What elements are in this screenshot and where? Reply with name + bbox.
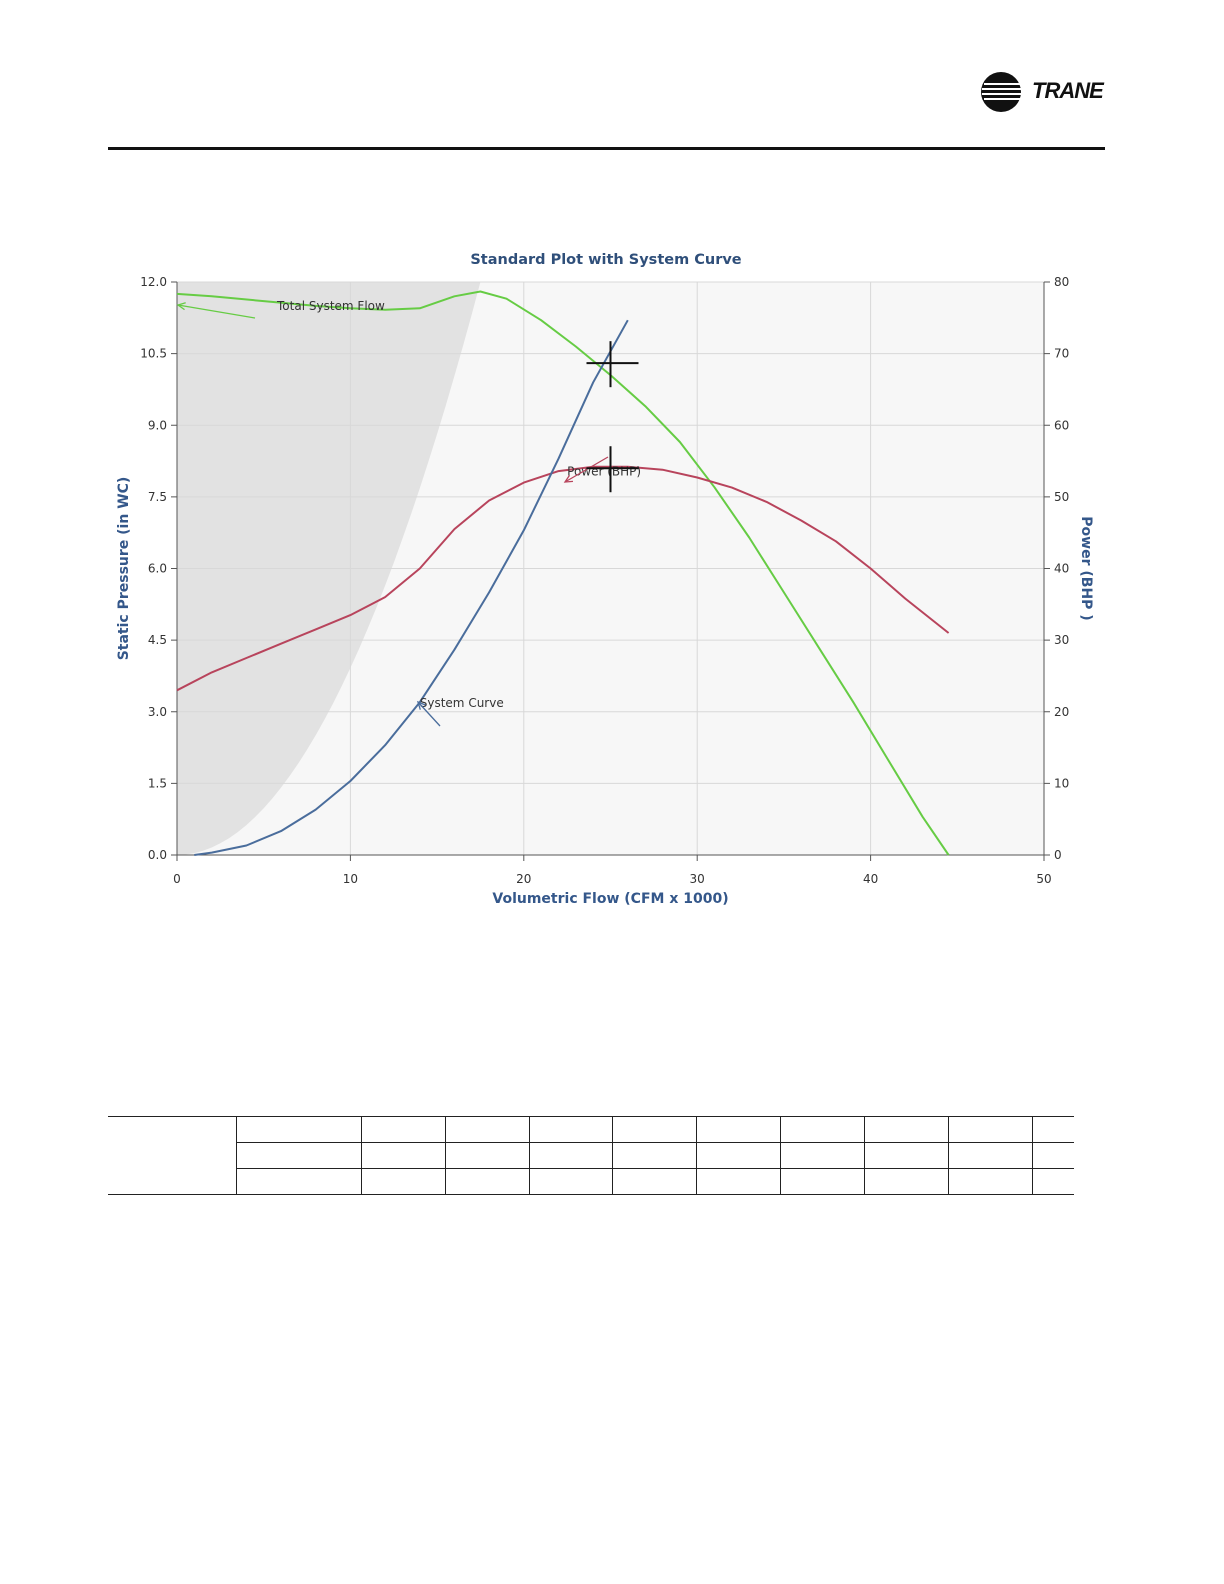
y-tick-label: 0.0	[148, 848, 167, 862]
y-tick-label: 10.5	[140, 347, 167, 361]
y-tick-label: 4.5	[148, 633, 167, 647]
y2-tick-label: 60	[1054, 418, 1069, 432]
table-cell	[1031, 1142, 1074, 1169]
table-cell	[863, 1168, 949, 1195]
data-table	[108, 1116, 1074, 1195]
table-cell	[612, 1168, 697, 1195]
x-tick-label: 40	[863, 872, 878, 886]
table-cell	[236, 1168, 362, 1195]
table-cell	[947, 1116, 1032, 1143]
y2-tick-label: 20	[1054, 705, 1069, 719]
table-cell	[1031, 1168, 1074, 1195]
y-axis-title: Static Pressure (in WC)	[116, 477, 132, 661]
table-cell	[361, 1142, 446, 1169]
table-row-header	[108, 1116, 237, 1195]
x-tick-label: 10	[343, 872, 358, 886]
y2-axis-title: Power (BHP )	[1078, 516, 1094, 620]
table-row	[108, 1168, 1074, 1195]
table-cell	[236, 1116, 362, 1143]
y-tick-label: 6.0	[148, 562, 167, 576]
header-rule	[108, 147, 1105, 150]
series-line-2	[194, 319, 629, 856]
y-tick-label: 9.0	[148, 418, 167, 432]
table-cell	[696, 1142, 781, 1169]
table-row	[108, 1142, 1074, 1169]
fan-curve-chart: 0 10 20 30 40 50 0.0 1.5 3.0 4.5 6.0 7.5 9.0 10.5 12.0…	[116, 252, 1094, 907]
series-line-0	[176, 290, 950, 856]
y2-tick-label: 30	[1054, 633, 1069, 647]
table-cell	[780, 1116, 865, 1143]
table-cell	[863, 1142, 949, 1169]
annotation-arrow	[417, 701, 441, 727]
y2-tick-label: 80	[1054, 275, 1069, 289]
annotation-arrow	[177, 304, 256, 319]
table-cell	[612, 1116, 697, 1143]
series-line-1	[176, 465, 950, 692]
annotation-label: Total System Flow	[276, 299, 385, 313]
y2-tick-label: 70	[1054, 347, 1069, 361]
x-axis-title: Volumetric Flow (CFM x 1000)	[492, 891, 728, 907]
x-tick-label: 30	[690, 872, 705, 886]
table-cell	[528, 1142, 613, 1169]
table-cell	[236, 1142, 362, 1169]
table-cell	[780, 1168, 865, 1195]
table-cell	[780, 1142, 865, 1169]
table-cell	[361, 1168, 446, 1195]
annotation-arrow	[564, 456, 609, 483]
table-cell	[863, 1116, 949, 1143]
y2-tick-label: 50	[1054, 490, 1069, 504]
y2-tick-label: 40	[1054, 562, 1069, 576]
annotation-arrowhead	[563, 475, 574, 483]
table-row	[108, 1116, 1074, 1195]
y-tick-label: 3.0	[148, 705, 167, 719]
y-tick-label: 7.5	[148, 490, 167, 504]
x-tick-label: 0	[173, 872, 181, 886]
table-cell	[696, 1116, 781, 1143]
y-tick-label: 1.5	[148, 776, 167, 790]
table-cell	[947, 1168, 1032, 1195]
x-tick-label: 20	[516, 872, 531, 886]
table-cell	[444, 1142, 530, 1169]
annotation-arrowhead	[416, 700, 426, 710]
table-cell	[528, 1116, 613, 1143]
annotation-label: System Curve	[420, 696, 504, 710]
table-cell	[444, 1168, 530, 1195]
trane-logo	[981, 72, 1022, 112]
y2-tick-label: 10	[1054, 776, 1069, 790]
x-tick-label: 50	[1036, 872, 1051, 886]
table-cell	[612, 1142, 697, 1169]
y-tick-label: 12.0	[140, 275, 167, 289]
chart-title: Standard Plot with System Curve	[470, 252, 741, 268]
annotation-arrowhead	[176, 302, 186, 311]
trane-logo-text: TRANE	[1032, 78, 1104, 103]
table-cell	[947, 1142, 1032, 1169]
table-cell	[696, 1168, 781, 1195]
y2-tick-label: 0	[1054, 848, 1062, 862]
annotation-label: Power (BHP)	[567, 464, 641, 478]
table-cell	[528, 1168, 613, 1195]
table-cell	[361, 1116, 446, 1143]
table-cell	[444, 1116, 530, 1143]
table-cell	[1031, 1116, 1074, 1143]
